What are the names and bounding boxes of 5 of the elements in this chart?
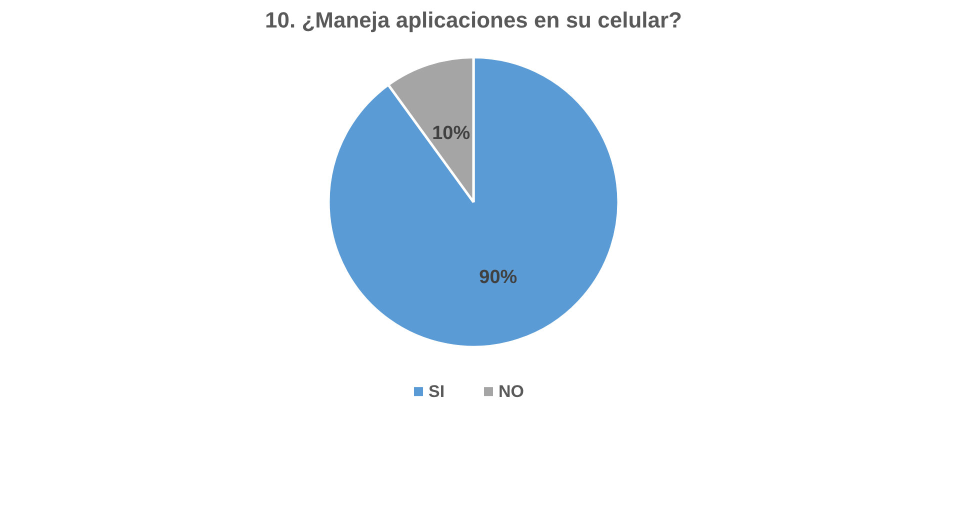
chart-title: 10. ¿Maneja aplicaciones en su celular? xyxy=(265,8,682,32)
legend-label: NO xyxy=(498,382,524,402)
legend-label: SI xyxy=(428,382,445,402)
data-label: 10% xyxy=(432,122,470,144)
data-label: 90% xyxy=(479,267,518,288)
